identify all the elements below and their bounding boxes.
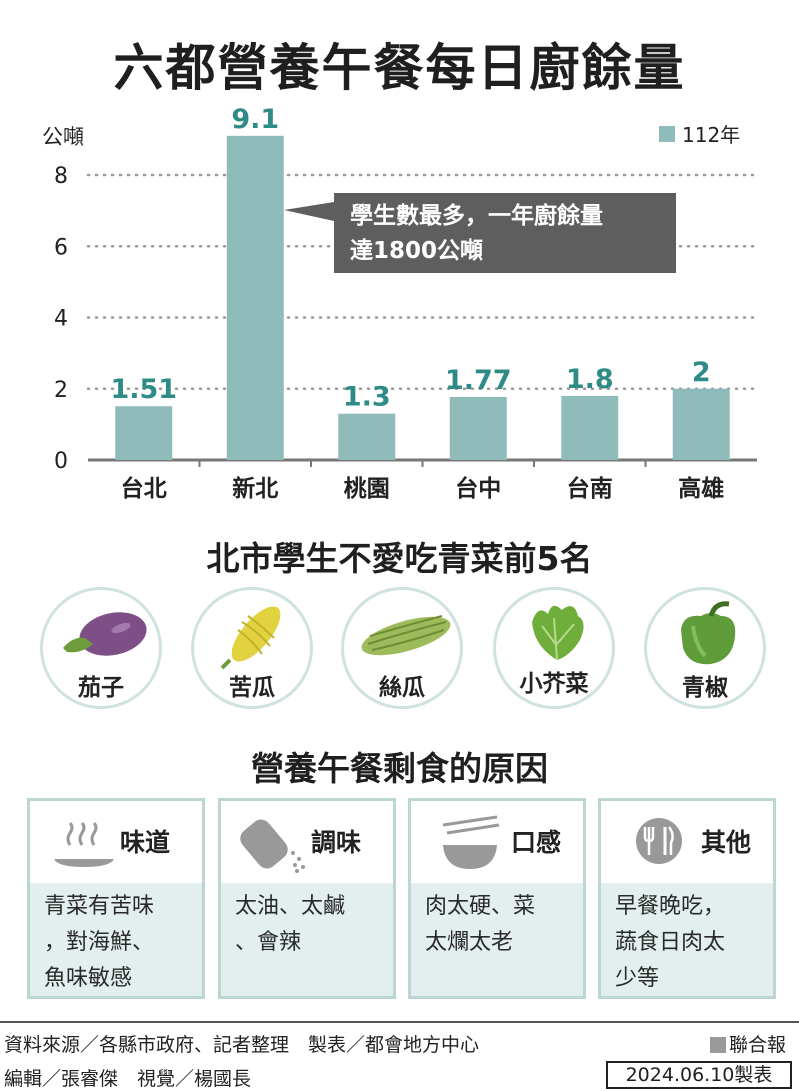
y-tick-label: 4 <box>54 307 68 332</box>
reason-title: 味道 <box>120 828 171 857</box>
reason-line: 青菜有苦味 <box>44 894 155 919</box>
x-tick-label: 台中 <box>455 475 501 502</box>
veg-label: 小芥菜 <box>519 671 589 697</box>
value-label: 2 <box>692 357 711 388</box>
bowl-chopsticks-icon <box>442 815 500 869</box>
value-label: 1.3 <box>343 382 391 413</box>
veg-section-title: 北市學生不愛吃青菜前5名 <box>206 539 593 578</box>
reason-line: ，對海鮮、 <box>44 930 155 955</box>
bar <box>561 395 619 460</box>
legend-label: 112年 <box>682 123 740 147</box>
veg-label: 青椒 <box>682 675 728 701</box>
reason-box: 其他 早餐晚吃， 蔬食日肉太 少等 <box>598 798 776 999</box>
veg-label: 茄子 <box>78 675 124 701</box>
callout-box <box>284 193 676 273</box>
annotation-callout: 學生數最多，一年廚餘量 達1800公噸 <box>284 193 676 273</box>
bar <box>115 406 173 460</box>
veg-item: 絲瓜 <box>341 587 463 709</box>
value-label: 9.1 <box>231 104 279 135</box>
value-label: 1.77 <box>445 365 512 396</box>
x-tick-label: 台南 <box>567 475 613 502</box>
bar <box>672 388 730 460</box>
loofah-icon <box>361 615 451 656</box>
veg-item: 青椒 <box>644 587 766 709</box>
editor-credit: 編輯／張睿傑 視覺／楊國長 <box>4 1068 252 1090</box>
legend: 112年 <box>659 123 740 147</box>
x-tick-label: 高雄 <box>678 475 724 502</box>
bitter-melon-icon <box>220 606 281 670</box>
reason-line: 太爛太老 <box>425 930 514 955</box>
page-title: 六都營養午餐每日廚餘量 <box>113 39 686 97</box>
x-tick-label: 台北 <box>121 475 167 502</box>
y-tick-label: 6 <box>54 235 68 260</box>
annotation-line: 學生數最多，一年廚餘量 <box>350 202 603 229</box>
reason-box: 口感 肉太硬、菜 太爛太老 <box>408 798 586 999</box>
source-credit: 資料來源／各縣市政府、記者整理 製表／都會地方中心 <box>4 1034 480 1056</box>
legend-swatch <box>659 126 675 142</box>
reason-line: 蔬食日肉太 <box>615 930 726 955</box>
reason-title: 調味 <box>311 828 362 857</box>
bar-chart: 0 2 4 6 8 1.51 台北 9.1 新北 1.3 桃園 1.77 台中 1.8 台南 2 高雄 學生數最… <box>42 104 759 502</box>
y-tick-label: 0 <box>54 449 68 474</box>
veg-item: 小芥菜 <box>493 587 615 709</box>
veg-label: 絲瓜 <box>379 675 425 701</box>
reason-line: 少等 <box>615 966 660 991</box>
reason-box: 味道 青菜有苦味 ，對海鮮、 魚味敏感 <box>27 798 205 999</box>
reason-box: 調味 太油、太鹹 、會辣 <box>218 798 396 999</box>
bar <box>338 413 396 460</box>
veg-item: 茄子 <box>40 587 162 709</box>
brand: 聯合報 <box>710 1030 786 1057</box>
annotation-line: 達1800公噸 <box>350 237 483 264</box>
bar <box>226 135 284 460</box>
brand-name: 聯合報 <box>729 1034 787 1056</box>
value-label: 1.8 <box>566 364 614 395</box>
reason-line: 早餐晚吃， <box>615 894 726 919</box>
footer-divider <box>0 1021 799 1023</box>
y-tick-label: 2 <box>54 378 68 403</box>
x-tick-label: 新北 <box>232 475 278 502</box>
reason-line: 太油、太鹹 <box>235 894 346 919</box>
reason-body: 早餐晚吃， 蔬食日肉太 少等 <box>601 883 773 996</box>
reason-title: 口感 <box>511 828 562 857</box>
brand-square-icon <box>710 1037 726 1053</box>
eggplant-icon <box>63 612 147 656</box>
steam-plate-icon <box>54 821 114 867</box>
reason-body: 青菜有苦味 ，對海鮮、 魚味敏感 <box>30 883 202 996</box>
reason-line: 魚味敏感 <box>44 966 133 991</box>
reason-body: 太油、太鹹 、會辣 <box>221 883 393 996</box>
y-axis-label: 公噸 <box>42 125 84 149</box>
reason-section-title: 營養午餐剩食的原因 <box>251 749 548 788</box>
veg-label: 苦瓜 <box>229 675 275 701</box>
reason-line: 肉太硬、菜 <box>425 894 536 919</box>
green-pepper-icon <box>681 601 736 665</box>
reason-title: 其他 <box>701 828 752 857</box>
salt-shaker-icon <box>240 819 305 873</box>
reason-line: 、會辣 <box>235 930 302 955</box>
bar <box>449 396 507 460</box>
value-label: 1.51 <box>110 374 177 405</box>
date-stamp: 2024.06.10製表 <box>606 1061 792 1089</box>
cutlery-icon <box>636 818 682 864</box>
x-tick-label: 桃園 <box>344 476 390 502</box>
veg-item: 苦瓜 <box>191 587 313 709</box>
reason-body: 肉太硬、菜 太爛太老 <box>411 883 583 996</box>
mustard-greens-icon <box>532 605 584 661</box>
y-tick-label: 8 <box>54 164 68 189</box>
